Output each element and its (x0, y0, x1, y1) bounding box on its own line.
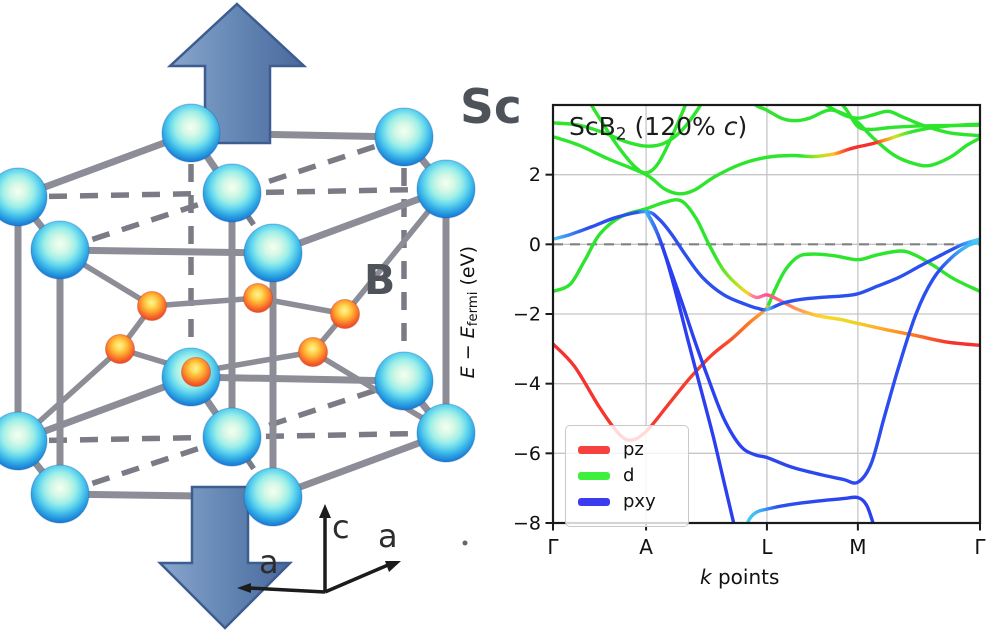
bands-group (553, 105, 980, 523)
ylabel-E2: E (456, 326, 479, 339)
title-strain: (120% (626, 112, 724, 141)
band-pz-deep-left (553, 305, 770, 442)
boron-bond (342, 190, 447, 316)
cell-edge (190, 373, 405, 385)
c-axis-label: c (332, 508, 350, 546)
title-formula: ScB (569, 112, 616, 141)
y-axis-label: E − Efermi (eV) (457, 212, 481, 412)
b-atom (105, 334, 135, 364)
k-point-label: A (639, 535, 653, 559)
sc-atom (374, 351, 434, 411)
b-atom (181, 357, 211, 387)
cell-edge (271, 429, 448, 501)
coordinate-axis (324, 563, 389, 594)
boron-bond (257, 295, 346, 317)
x-axis-label: k points (700, 565, 779, 589)
legend-entry-d: d (578, 465, 676, 487)
k-point-label: Γ (547, 535, 559, 559)
sc-atom (202, 163, 262, 223)
sc-atom (243, 223, 303, 283)
xlabel-k: k (700, 565, 712, 589)
coordinate-axis-arrowhead (319, 504, 331, 518)
sc-atom (202, 407, 262, 467)
b-atom-label: B (364, 256, 396, 304)
sc-atom (0, 167, 48, 227)
cell-edge (16, 373, 193, 445)
sc-atom (161, 103, 221, 163)
ylabel-fermi-sub: fermi (466, 291, 482, 327)
hidden-edge (17, 186, 447, 200)
a-axis-right-label: a (378, 517, 398, 555)
band-d-pz-mixed-dispersive (553, 198, 980, 348)
pxy-color-swatch (578, 498, 610, 506)
b-atom (137, 291, 167, 321)
y-tick-label: −6 (513, 443, 541, 465)
legend-entry-pz: pz (578, 439, 676, 461)
cell-edge (271, 185, 448, 257)
legend-box: pz d pxy (565, 425, 689, 527)
ylabel-minus: − (456, 338, 479, 367)
ylabel-unit: (eV) (456, 245, 479, 292)
sc-atom (416, 403, 476, 463)
sc-atom (30, 220, 90, 280)
k-point-label: M (849, 535, 866, 559)
crystal-structure-panel (0, 2, 476, 630)
y-tick-label: −4 (513, 373, 541, 395)
band-pxy-gentle (553, 209, 980, 312)
y-tick-label: 0 (529, 234, 541, 256)
b-atom (298, 337, 328, 367)
y-tick-label: −8 (513, 513, 541, 535)
legend-label-pxy: pxy (623, 491, 656, 512)
sc-atom (0, 411, 48, 471)
coordinate-axis-arrowhead (385, 561, 401, 572)
ylabel-E1: E (456, 366, 479, 379)
legend-label-pz: pz (623, 439, 644, 460)
y-tick-label: −2 (513, 304, 541, 326)
title-close: ) (737, 112, 748, 141)
sc-atom (30, 464, 90, 524)
plot-title: ScB2 (120% c) (569, 112, 747, 144)
d-color-swatch (578, 472, 610, 480)
k-point-label: L (761, 535, 773, 559)
stray-dot (462, 540, 468, 546)
boron-bond (151, 295, 259, 309)
cell-edge (16, 129, 193, 201)
pz-color-swatch (578, 446, 610, 454)
xlabel-rest: points (711, 565, 780, 589)
legend-entry-pxy: pxy (578, 491, 676, 513)
tension-up-arrow (166, 2, 308, 145)
k-point-label: Γ (974, 535, 986, 559)
a-axis-left-label: a (259, 543, 279, 581)
sc-atom (416, 159, 476, 219)
hidden-edge (17, 430, 447, 444)
band-d-hump-L-M-G (765, 249, 980, 311)
band-d-upper-6 (840, 105, 980, 132)
title-subscript: 2 (615, 124, 627, 145)
cell-edge (59, 246, 274, 257)
sc-atom (374, 107, 434, 167)
band-d-upper-1 (553, 105, 703, 148)
band-d-upper-5 (822, 105, 980, 138)
y-tick-label: 2 (529, 164, 541, 186)
coordinate-axis-arrowhead (237, 583, 251, 593)
sc-atom-label: Sc (460, 80, 522, 135)
band-pxy-deep-valley (644, 209, 980, 485)
b-atom (330, 299, 360, 329)
b-atom (243, 283, 273, 313)
sc-atom (243, 467, 303, 527)
legend-label-d: d (623, 465, 635, 486)
band-pxy-bottom-L-M (745, 495, 875, 523)
band-d-mid-with-pz-segment (553, 122, 980, 196)
coordinate-axis (248, 586, 326, 594)
title-c-italic: c (723, 112, 738, 141)
